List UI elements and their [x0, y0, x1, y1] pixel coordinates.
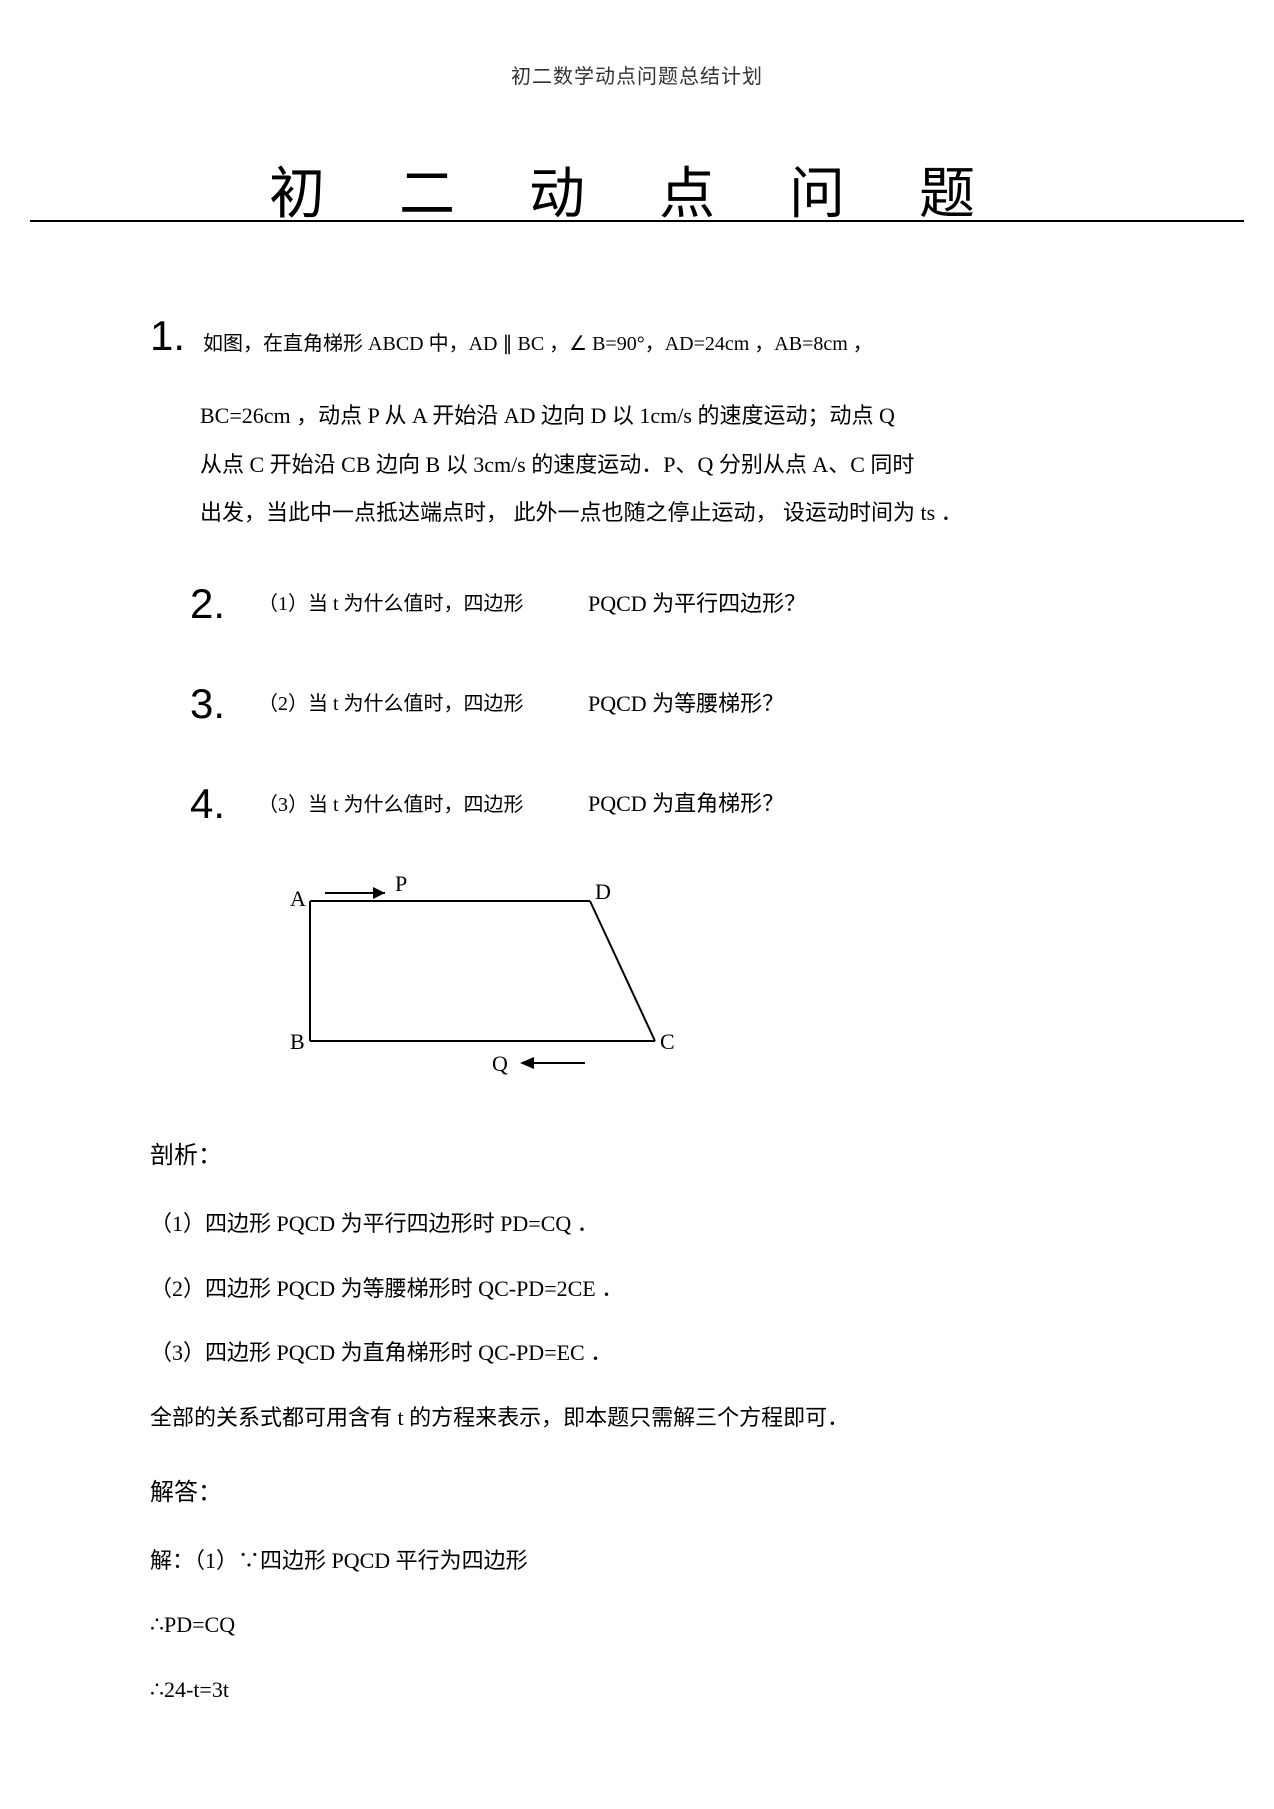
solution-line-2: ∴PD=CQ: [150, 1599, 1124, 1652]
title-rule-left: [30, 220, 270, 222]
problem-rest: BC=26cm ，动点 P 从 A 开始沿 AD 边向 D 以 1cm/s 的速…: [150, 392, 1124, 537]
subq-number: 2.: [190, 558, 240, 650]
analysis-line-1: （1）四边形 PQCD 为平行四边形时 PD=CQ ．: [150, 1198, 1124, 1251]
subq-left: （1）当 t 为什么值时，四边形: [258, 590, 538, 618]
subq-right: PQCD 为平行四边形？: [588, 580, 806, 628]
label-Q: Q: [492, 1051, 508, 1076]
subquestion-2: 3. （2）当 t 为什么值时，四边形 PQCD 为等腰梯形？: [150, 658, 1124, 750]
solution-line-3: ∴24-t=3t: [150, 1664, 1124, 1717]
trapezoid-svg: A B D C P Q: [260, 871, 700, 1081]
solution-heading: 解答：: [150, 1465, 1124, 1523]
analysis-line-2: （2）四边形 PQCD 为等腰梯形时 QC-PD=2CE ．: [150, 1263, 1124, 1316]
label-C: C: [660, 1029, 675, 1054]
label-B: B: [290, 1029, 305, 1054]
edge-DC: [590, 901, 655, 1041]
problem-line-1: 1. 如图，在直角梯形 ABCD 中，AD ∥ BC ，∠ B=90°，AD=2…: [150, 290, 1124, 382]
label-D: D: [595, 879, 611, 904]
analysis-heading: 剖析：: [150, 1128, 1124, 1186]
problem-text-line1: 如图，在直角梯形 ABCD 中，AD ∥ BC ，∠ B=90°，AD=24cm…: [203, 322, 873, 366]
analysis-line-4: 全部的关系式都可用含有 t 的方程来表示，即本题只需解三个方程即可．: [150, 1392, 1124, 1445]
label-P: P: [395, 871, 407, 896]
arrow-P-head: [373, 887, 385, 899]
subq-right: PQCD 为直角梯形？: [588, 780, 784, 828]
subquestions: 2. （1）当 t 为什么值时，四边形 PQCD 为平行四边形？ 3. （2）当…: [150, 558, 1124, 851]
geometry-figure: A B D C P Q: [150, 871, 1124, 1098]
subq-left: （3）当 t 为什么值时，四边形: [258, 791, 538, 819]
problem-text-line3: 从点 C 开始沿 CB 边向 B 以 3cm/s 的速度运动．P、Q 分别从点 …: [200, 441, 1124, 489]
problem-number: 1.: [150, 290, 185, 382]
document-page: 初二数学动点问题总结计划 初 二 动 点 问 题 1. 如图，在直角梯形 ABC…: [0, 0, 1274, 1809]
arrow-Q-head: [520, 1057, 534, 1069]
analysis-section: 剖析： （1）四边形 PQCD 为平行四边形时 PD=CQ ． （2）四边形 P…: [150, 1128, 1124, 1717]
page-header: 初二数学动点问题总结计划: [150, 60, 1124, 89]
main-title: 初 二 动 点 问 题: [249, 149, 1025, 230]
problem-intro: 1. 如图，在直角梯形 ABCD 中，AD ∥ BC ，∠ B=90°，AD=2…: [150, 290, 1124, 538]
subquestion-3: 4. （3）当 t 为什么值时，四边形 PQCD 为直角梯形？: [150, 758, 1124, 850]
subquestion-1: 2. （1）当 t 为什么值时，四边形 PQCD 为平行四边形？: [150, 558, 1124, 650]
subq-number: 4.: [190, 758, 240, 850]
title-container: 初 二 动 点 问 题: [150, 149, 1124, 230]
title-rule-right: [1004, 220, 1244, 222]
problem-text-line2: BC=26cm ，动点 P 从 A 开始沿 AD 边向 D 以 1cm/s 的速…: [200, 392, 1124, 440]
problem-text-line4: 出发，当此中一点抵达端点时， 此外一点也随之停止运动， 设运动时间为 ts ．: [200, 489, 1124, 537]
subq-left: （2）当 t 为什么值时，四边形: [258, 690, 538, 718]
problem-block: 1. 如图，在直角梯形 ABCD 中，AD ∥ BC ，∠ B=90°，AD=2…: [150, 290, 1124, 1717]
subq-number: 3.: [190, 658, 240, 750]
analysis-line-3: （3）四边形 PQCD 为直角梯形时 QC-PD=EC ．: [150, 1327, 1124, 1380]
solution-line-1: 解：（1）∵四边形 PQCD 平行为四边形: [150, 1535, 1124, 1588]
label-A: A: [290, 886, 306, 911]
subq-right: PQCD 为等腰梯形？: [588, 680, 784, 728]
